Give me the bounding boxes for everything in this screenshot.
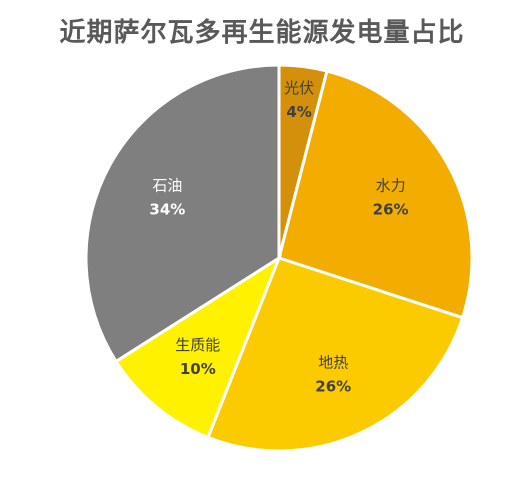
slice-label-name: 生质能 [175, 336, 220, 354]
slice-label-name: 水力 [376, 177, 406, 195]
slice-label-percent: 4% [286, 103, 311, 121]
pie-slice-1 [277, 69, 474, 320]
slice-label-name: 光伏 [284, 79, 314, 97]
pie-slice-3 [113, 254, 283, 440]
chart-title: 近期萨尔瓦多再生能源发电量占比 [59, 18, 465, 48]
pie-slice-4 [84, 63, 281, 364]
slice-label-name: 石油 [152, 177, 182, 195]
slice-label-name: 地热 [318, 353, 348, 371]
slice-label-percent: 34% [149, 201, 185, 219]
slice-label-percent: 10% [180, 360, 216, 378]
slice-label-percent: 26% [315, 377, 351, 395]
slice-label-percent: 26% [373, 201, 409, 219]
pie-slice-2 [206, 256, 465, 453]
